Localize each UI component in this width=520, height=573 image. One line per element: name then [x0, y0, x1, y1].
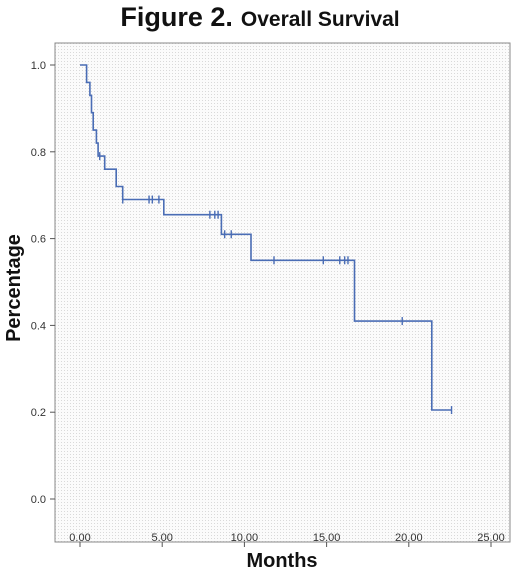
x-tick-label: 5.00 [151, 532, 172, 544]
y-tick-label: 0.4 [31, 320, 46, 332]
y-tick-label: 0.0 [31, 494, 46, 506]
figure-number: Figure 2. [120, 2, 233, 32]
figure-name: Overall Survival [240, 8, 400, 31]
y-axis-title: Percentage [3, 234, 25, 342]
survival-curve [80, 64, 452, 411]
x-tick-label: 10.00 [231, 532, 259, 544]
y-tick-label: 0.8 [31, 147, 46, 159]
plot-area [54, 42, 511, 543]
figure-title: Figure 2. Overall Survival [0, 2, 520, 33]
x-tick-label: 20.00 [395, 532, 423, 544]
y-tick-label: 0.6 [31, 234, 46, 246]
y-tick-label: 0.2 [31, 407, 46, 419]
y-axis: 0.0 0.2 0.4 0.6 0.8 1.0 [31, 60, 55, 506]
x-axis-title: Months [246, 550, 317, 572]
x-tick-label: 0.00 [69, 532, 90, 544]
x-tick-label: 15.00 [313, 532, 341, 544]
y-tick-label: 1.0 [31, 60, 46, 72]
x-tick-label: 25.00 [477, 532, 505, 544]
x-axis: 0.00 5.00 10.00 15.00 20.00 25.00 [69, 532, 505, 547]
censor-marks [99, 152, 453, 415]
